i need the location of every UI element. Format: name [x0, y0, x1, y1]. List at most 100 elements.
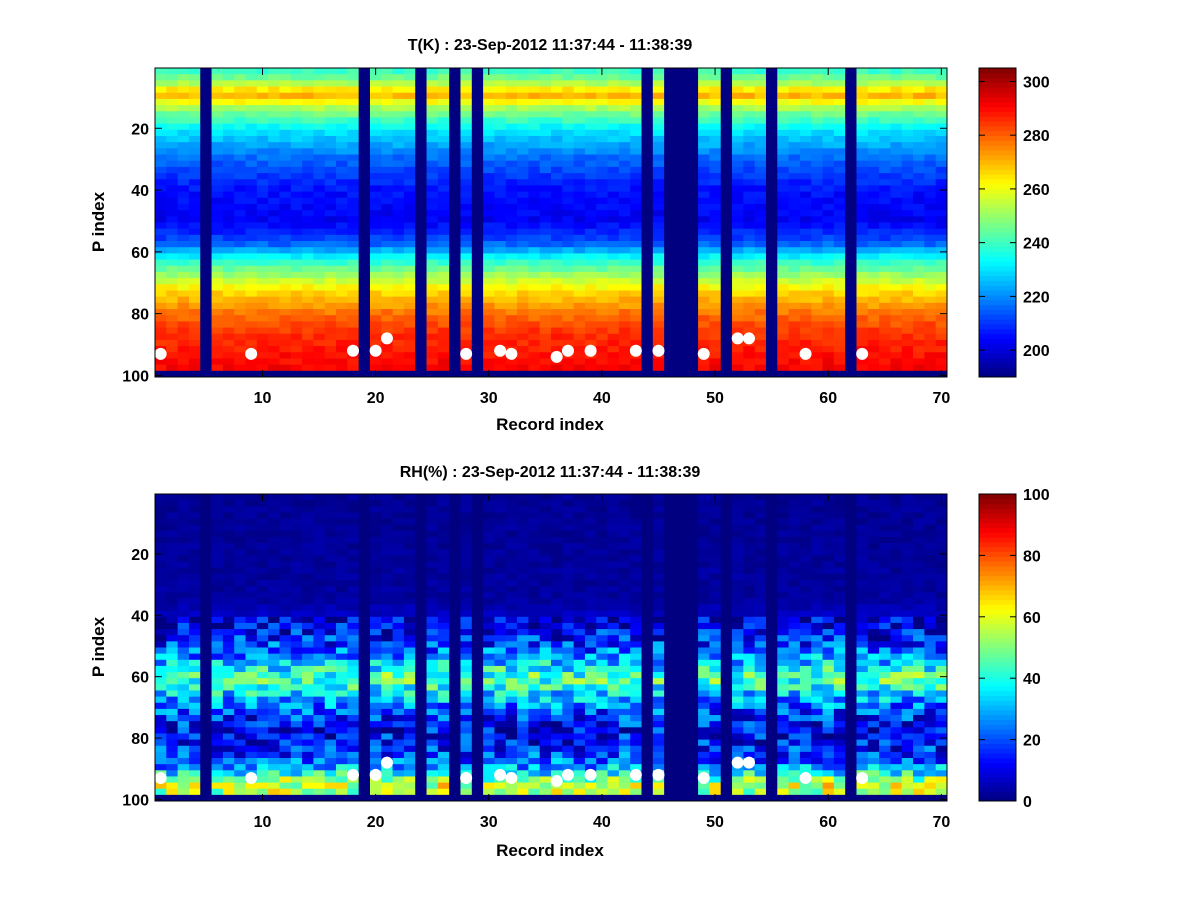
heatmap-cell [222, 543, 235, 550]
heatmap-cell [256, 74, 269, 81]
heatmap-cell [302, 278, 314, 285]
heatmap-cell [188, 758, 201, 765]
heatmap-cell [630, 592, 642, 599]
heatmap-cell [222, 696, 235, 704]
heatmap-cell [517, 358, 529, 366]
heatmap-cell [913, 129, 925, 137]
heatmap-cell [528, 604, 541, 612]
heatmap-cell [234, 80, 246, 87]
heatmap-cell [698, 216, 710, 223]
heatmap-cell [290, 142, 303, 149]
heatmap-cell [324, 346, 337, 353]
heatmap-cell [290, 647, 303, 655]
heatmap-cell [528, 555, 541, 562]
heatmap-cell [324, 727, 337, 734]
heatmap-cell [539, 702, 552, 710]
heatmap-cell [437, 241, 450, 248]
heatmap-cell [517, 727, 529, 734]
heatmap-cell [494, 327, 507, 335]
heatmap-cell [336, 185, 348, 192]
heatmap-cell [279, 506, 292, 513]
heatmap-cell [833, 278, 846, 285]
heatmap-cell [528, 678, 541, 685]
heatmap-cell [811, 154, 823, 162]
colorbar-segment [979, 270, 1016, 277]
heatmap-cell [381, 745, 393, 753]
heatmap-cell [234, 610, 246, 618]
heatmap-cell [652, 123, 665, 131]
heatmap-cell [630, 702, 642, 710]
heatmap-cell [788, 203, 801, 211]
heatmap-cell [777, 278, 789, 285]
heatmap-cell [166, 555, 179, 562]
heatmap-cell [494, 259, 507, 267]
heatmap-cell [505, 98, 518, 106]
heatmap-cell [630, 586, 642, 593]
heatmap-cell [630, 228, 642, 236]
heatmap-cell [313, 142, 326, 149]
heatmap-cell [539, 494, 552, 501]
heatmap-cell [234, 166, 246, 174]
heatmap-cell [381, 672, 393, 679]
heatmap-cell [924, 148, 937, 155]
heatmap-cell [494, 247, 507, 254]
heatmap-cell [777, 117, 789, 125]
heatmap-cell [539, 782, 552, 790]
heatmap-cell [313, 530, 326, 538]
heatmap-cell [211, 123, 224, 131]
heatmap-cell [494, 98, 507, 106]
heatmap-cell [890, 358, 903, 366]
heatmap-cell [596, 74, 608, 81]
colorbar-segment [979, 217, 1016, 223]
heatmap-cell [155, 758, 167, 765]
heatmap-cell [256, 358, 269, 366]
heatmap-cell [426, 530, 439, 538]
heatmap-cell [403, 610, 416, 618]
heatmap-cell [924, 271, 937, 279]
heatmap-cell [698, 241, 710, 248]
data-marker [731, 332, 744, 345]
heatmap-cell [290, 228, 303, 236]
heatmap-cell [256, 216, 269, 223]
heatmap-cell [188, 494, 201, 501]
heatmap-cell [630, 665, 642, 673]
heatmap-cell [879, 80, 891, 87]
heatmap-cell [483, 622, 495, 630]
heatmap-cell [867, 370, 880, 378]
heatmap-cell [245, 247, 258, 254]
heatmap-cell [890, 98, 903, 106]
heatmap-cell [528, 296, 541, 304]
heatmap-cell [256, 616, 269, 624]
heatmap-cell [494, 86, 507, 94]
heatmap-cell [437, 247, 450, 254]
heatmap-cell [833, 185, 846, 192]
heatmap-cell [437, 512, 450, 519]
heatmap-cell [155, 123, 167, 131]
heatmap-cell [426, 555, 439, 562]
heatmap-cell [245, 745, 258, 753]
heatmap-cell [234, 228, 246, 236]
heatmap-cell [336, 321, 348, 328]
heatmap-cell [166, 185, 179, 192]
heatmap-cell [867, 191, 880, 199]
heatmap-cell [517, 794, 529, 802]
heatmap-cell [302, 259, 314, 267]
heatmap-cell [403, 327, 416, 335]
heatmap-cell [528, 142, 541, 149]
heatmap-cell [188, 512, 201, 519]
heatmap-cell [460, 543, 473, 550]
heatmap-cell [155, 271, 167, 279]
heatmap-cell [539, 68, 552, 75]
heatmap-cell [788, 98, 801, 106]
heatmap-cell [392, 228, 405, 236]
heatmap-cell [290, 129, 303, 137]
heatmap-cell [743, 160, 756, 168]
heatmap-cell [630, 579, 642, 587]
heatmap-cell [403, 352, 416, 359]
heatmap-cell [901, 154, 914, 162]
heatmap-cell [336, 721, 348, 728]
heatmap-cell [505, 653, 518, 661]
heatmap-cell [483, 678, 495, 685]
heatmap-cell [777, 327, 789, 335]
heatmap-cell [369, 715, 382, 722]
